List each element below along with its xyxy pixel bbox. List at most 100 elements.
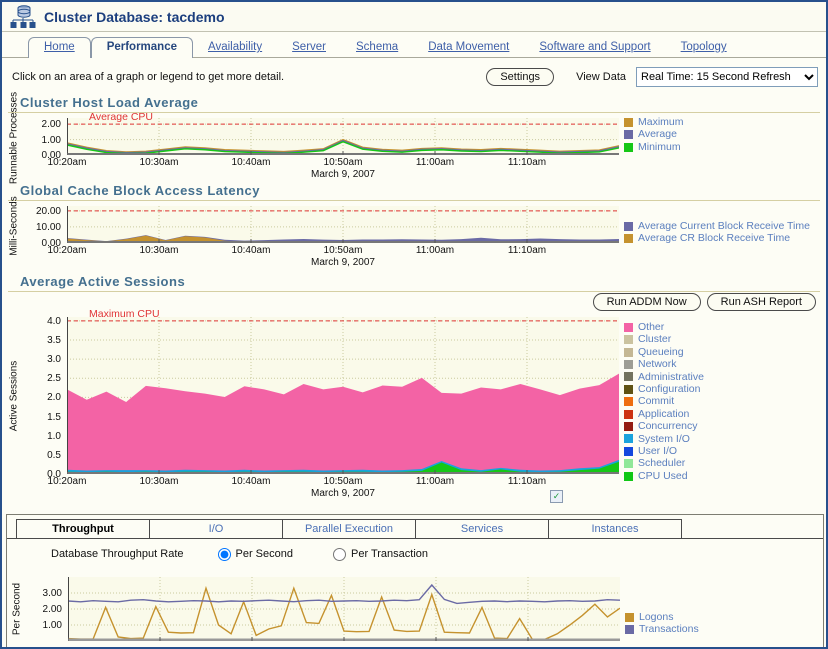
throughput-rate-row: Database Throughput Rate Per Second Per T…: [51, 545, 428, 563]
y-tick-label: 0.5: [47, 449, 61, 461]
legend-label: Network: [638, 358, 677, 371]
y-tick-label: 3.0: [47, 354, 61, 366]
x-tick-label: 11:10am: [507, 476, 547, 487]
legend-label: Transactions: [639, 623, 699, 636]
legend-color-swatch: [624, 446, 633, 456]
subtab-throughput[interactable]: Throughput: [16, 519, 150, 539]
legend-label: Concurrency: [638, 420, 698, 433]
y-axis-ticks: 1.00 2.00 3.00: [31, 577, 65, 641]
radio-per-transaction[interactable]: Per Transaction: [332, 547, 429, 561]
cache-latency-chart[interactable]: Milli-Seconds 0.00 10.00 20.00 10:20am 10:3…: [2, 196, 826, 274]
y-tick-label: 1.00: [41, 134, 61, 146]
y-tick-label: 2.00: [41, 119, 61, 131]
legend-item-administrative[interactable]: Administrative: [624, 371, 826, 383]
threshold-label: Average CPU: [89, 111, 154, 124]
x-axis-date: March 9, 2007: [311, 169, 375, 180]
tab-server[interactable]: Server: [292, 41, 326, 53]
legend-label: User I/O: [638, 445, 678, 458]
legend-label: System I/O: [638, 432, 690, 445]
tab-schema[interactable]: Schema: [356, 41, 399, 53]
legend-item-average[interactable]: Average: [624, 128, 826, 140]
tab-home[interactable]: Home: [28, 37, 91, 58]
legend-label: Minimum: [638, 140, 681, 153]
legend-item-network[interactable]: Network: [624, 358, 826, 371]
throughput-legend: Logons Transactions: [625, 611, 826, 636]
throughput-chart[interactable]: Per Second 1.00 2.00 3.00 Logons Transactio…: [7, 571, 823, 647]
legend-label: Application: [638, 407, 690, 420]
run-ash-report-button[interactable]: Run ASH Report: [706, 293, 816, 311]
tab-data-movement[interactable]: Data Movement: [428, 41, 510, 53]
legend-item-concurrency[interactable]: Concurrency: [624, 420, 826, 433]
legend-color-swatch: [625, 612, 634, 622]
toolbar: Click on an area of a graph or legend to…: [12, 64, 818, 90]
y-tick-label: 1.00: [42, 620, 62, 631]
legend-color-swatch: [624, 234, 633, 244]
legend-item-average-cr-block-receive-time[interactable]: Average CR Block Receive Time: [624, 232, 826, 244]
average-active-sessions-chart[interactable]: Active Sessions 0.0 0.5 1.0 1.5 2.0 2.5 3.0 3.5…: [2, 308, 826, 509]
subtab-i-o[interactable]: I/O: [149, 519, 283, 539]
subtab-services[interactable]: Services: [415, 519, 549, 539]
cache-latency-plot-area[interactable]: [67, 206, 619, 243]
legend-item-system-i-o[interactable]: System I/O: [624, 432, 826, 445]
host-load-legend: Maximum Average Minimum: [624, 116, 826, 153]
legend-item-other[interactable]: Other: [624, 321, 826, 333]
tab-availability[interactable]: Availability: [208, 41, 263, 53]
host-load-plot-area[interactable]: Average CPU: [67, 111, 619, 155]
y-tick-label: 0.00: [41, 150, 61, 161]
x-axis-date: March 9, 2007: [311, 257, 375, 268]
section-heading-active-sessions: Average Active Sessions: [20, 274, 186, 289]
legend-color-swatch: [624, 142, 633, 152]
legend-item-queueing[interactable]: Queueing: [624, 346, 826, 358]
legend-label: CPU Used: [638, 469, 688, 482]
legend-item-user-i-o[interactable]: User I/O: [624, 445, 826, 458]
legend-label: Maximum: [638, 116, 684, 128]
x-tick-label: 11:00am: [415, 245, 455, 256]
host-load-chart[interactable]: Runnable Processes 0.00 1.00 2.00 Average …: [2, 92, 826, 186]
throughput-plot-area[interactable]: [68, 577, 620, 641]
chart-svg: [67, 317, 619, 474]
section-heading-cache-latency: Global Cache Block Access Latency: [20, 183, 261, 198]
legend-label: Cluster: [638, 333, 672, 346]
legend-item-cluster[interactable]: Cluster: [624, 333, 826, 346]
radio-label: Per Transaction: [350, 548, 429, 560]
radio-input-per-second[interactable]: [217, 547, 231, 561]
subtab-instances[interactable]: Instances: [548, 519, 682, 539]
legend-item-transactions[interactable]: Transactions: [625, 623, 826, 636]
y-axis-label: Runnable Processes: [8, 91, 20, 185]
cluster-database-icon: [10, 4, 36, 29]
throughput-rate-options: Per Second Per Transaction: [217, 547, 429, 561]
legend-color-swatch: [624, 359, 633, 369]
tab-topology[interactable]: Topology: [680, 41, 727, 53]
legend-color-swatch: [624, 409, 633, 419]
x-tick-label: 11:00am: [415, 476, 455, 487]
legend-item-configuration[interactable]: Configuration: [624, 383, 826, 395]
legend-color-swatch: [624, 471, 633, 481]
legend-item-commit[interactable]: Commit: [624, 395, 826, 407]
subtab-parallel-execution[interactable]: Parallel Execution: [282, 519, 416, 539]
y-axis-label: Active Sessions: [8, 360, 20, 431]
legend-item-minimum[interactable]: Minimum: [624, 140, 826, 153]
tab-software-and-support[interactable]: Software and Support: [539, 41, 651, 53]
active-sessions-plot-area[interactable]: Maximum CPU: [67, 308, 619, 474]
x-tick-label: 10:20am: [47, 245, 87, 256]
wait-class-legend: Other Cluster Queueing Network Administrativ…: [624, 321, 826, 482]
y-tick-label: 0.0: [47, 469, 61, 480]
radio-input-per-transaction[interactable]: [332, 547, 346, 561]
legend-item-logons[interactable]: Logons: [625, 611, 826, 623]
radio-per-second[interactable]: Per Second: [217, 547, 293, 561]
tab-bar: Home Performance Availability Server Schema D…: [2, 33, 826, 58]
tab-performance[interactable]: Performance: [90, 37, 193, 58]
view-data-select[interactable]: Real Time: 15 Second Refresh: [636, 67, 818, 87]
legend-item-maximum[interactable]: Maximum: [624, 116, 826, 128]
legend-item-average-current-block-receive-time[interactable]: Average Current Block Receive Time: [624, 220, 826, 232]
legend-item-application[interactable]: Application: [624, 407, 826, 420]
legend-item-cpu-used[interactable]: CPU Used: [624, 469, 826, 482]
legend-color-swatch: [624, 322, 633, 332]
run-addm-now-button[interactable]: Run ADDM Now: [592, 293, 701, 311]
chart-svg: [67, 206, 619, 243]
settings-button[interactable]: Settings: [486, 68, 555, 86]
auto-refresh-icon[interactable]: ✓: [550, 490, 563, 503]
section-rule: [8, 112, 820, 113]
legend-item-scheduler[interactable]: Scheduler: [624, 457, 826, 469]
x-tick-label: 11:00am: [415, 157, 455, 168]
